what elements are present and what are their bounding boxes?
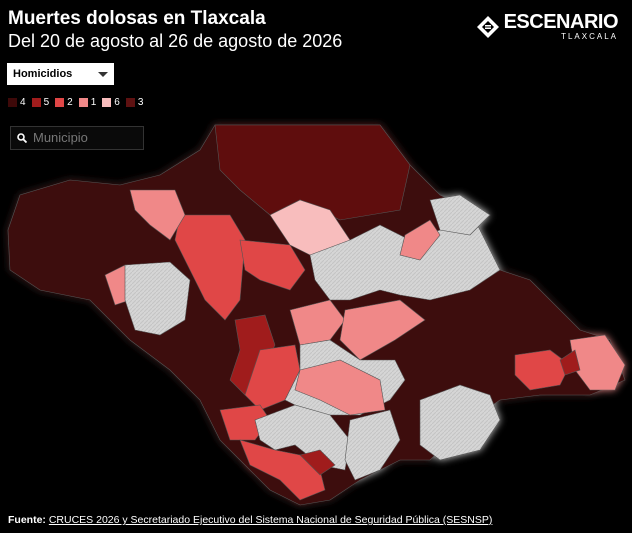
legend-label: 3 [137,97,144,108]
municipality [399,219,441,261]
municipality [339,299,426,361]
logo-icon [476,15,499,38]
legend-item: 6 [102,97,120,108]
municipality [429,194,491,236]
legend-label: 2 [67,97,73,108]
legend-label: 4 [20,97,26,108]
legend-swatch [78,98,88,107]
municipality [254,404,351,471]
municipality [514,349,571,391]
municipality [559,349,581,376]
municipalities [7,124,626,506]
search-box[interactable]: Municipio [10,126,144,150]
title: Muertes dolosas en Tlaxcala [8,8,266,29]
municipality [174,214,246,321]
legend-item: 4 [8,97,26,108]
municipality [344,409,401,481]
legend-swatch [102,98,112,107]
legend-label: 6 [114,97,120,108]
municipality [294,359,386,416]
search-placeholder: Municipio [33,130,88,145]
legend-swatch [31,98,41,107]
logo: ESCENARIO TLAXCALA [476,11,619,41]
source-label: Fuente: [8,514,46,526]
municipality [289,299,346,346]
legend-swatch [55,98,65,107]
legend-label: 1 [90,97,97,108]
legend-label: 5 [43,97,50,108]
logo-name: ESCENARIO [503,11,619,33]
municipality [299,449,336,476]
search-icon [17,133,27,143]
legend: 4 5 2 1 6 3 [8,97,143,108]
legend-swatch [125,98,135,107]
source-link[interactable]: CRUCES 2026 y Secretariado Ejecutivo del… [48,514,493,526]
municipality [124,261,191,336]
dropdown[interactable]: Homicidios [7,63,114,85]
municipality [129,189,186,241]
legend-item: 1 [78,97,97,108]
municipality [419,384,501,461]
legend-item: 2 [55,97,73,108]
logo-region: TLAXCALA [561,32,618,41]
municipality [239,439,326,501]
legend-item: 5 [31,97,50,108]
legend-swatch [8,98,17,107]
source: Fuente: CRUCES 2026 y Secretariado Ejecu… [8,514,492,526]
map [7,124,626,506]
subtitle: Del 20 de agosto al 26 de agosto de 2026 [8,31,343,51]
legend-item: 3 [125,97,144,108]
